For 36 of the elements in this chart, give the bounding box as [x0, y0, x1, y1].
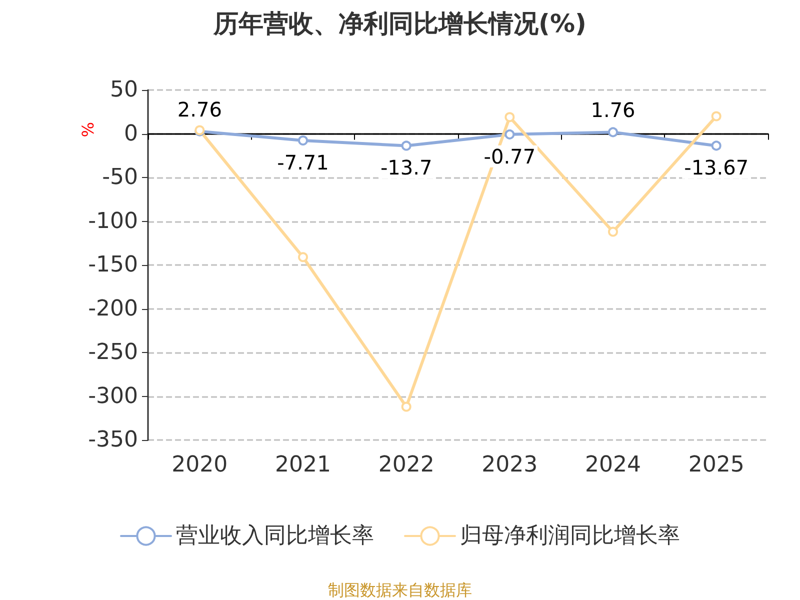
data-label: 2.76: [177, 97, 222, 122]
x-tick-label: 2020: [172, 452, 228, 478]
y-tick-label: -250: [88, 340, 138, 365]
point: [608, 127, 618, 138]
y-tick-label: -150: [88, 252, 138, 278]
legend-label: 营业收入同比增长率: [176, 524, 374, 548]
y-tick-label: -350: [88, 428, 138, 452]
data-label: 1.76: [590, 98, 636, 122]
y-axis-title: %: [78, 122, 98, 138]
x-tick-label: 2025: [688, 452, 744, 478]
y-tick-label: -50: [102, 165, 138, 190]
chart-title: 历年营收、净利同比增长情况(%): [212, 9, 586, 38]
y-tick-label: -100: [88, 208, 138, 234]
data-label: -0.77: [484, 144, 536, 168]
x-tick-label: 2023: [482, 452, 538, 478]
data-label: -13.67: [684, 156, 749, 180]
point: [504, 129, 515, 140]
x-tick-label: 2022: [378, 452, 434, 478]
x-tick-label: 2021: [275, 452, 331, 478]
point: [504, 112, 515, 122]
y-tick-label: -200: [88, 296, 138, 322]
point: [608, 226, 618, 237]
point: [298, 136, 308, 146]
x-tick-label: 2024: [585, 452, 641, 478]
y-tick-label: 50: [110, 78, 138, 102]
y-tick-label: -300: [88, 384, 138, 409]
point: [711, 111, 722, 122]
point: [401, 402, 412, 412]
point: [711, 140, 722, 151]
data-label: -7.71: [277, 150, 329, 174]
legend-label: 归母净利润同比增长率: [460, 524, 680, 548]
point: [298, 252, 308, 262]
text: 制图数据来自数据库: [328, 580, 472, 600]
y-tick-label: 0: [124, 121, 138, 146]
data-label: -13.7: [380, 156, 432, 180]
point: [401, 140, 412, 151]
